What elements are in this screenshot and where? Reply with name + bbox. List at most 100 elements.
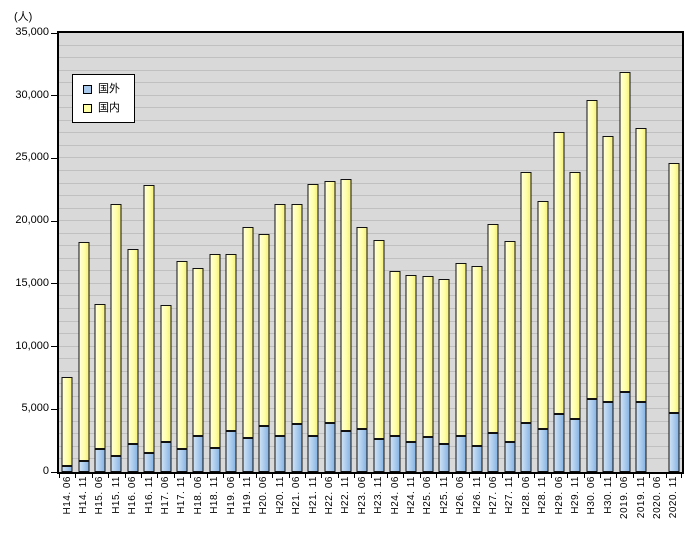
x-axis-tick [190, 474, 192, 478]
x-axis-tick-label: 2019. 06 [618, 476, 632, 534]
bar-segment-overseas [274, 435, 286, 472]
bar-group [502, 33, 518, 472]
bar-segment-overseas [192, 435, 204, 472]
legend: 国外 国内 [72, 74, 135, 123]
x-axis-tick-label: 2020. 06 [650, 476, 664, 534]
x-axis-tick [75, 474, 77, 478]
bar-group [485, 33, 501, 472]
x-axis-tick-label: H30. 11 [601, 476, 615, 534]
gridline [59, 433, 682, 435]
bar-segment-overseas [61, 465, 73, 472]
bar-group [305, 33, 321, 472]
gridline [59, 82, 682, 84]
x-axis-tick [518, 474, 520, 478]
x-axis-tick-label-text: H20. 11 [274, 476, 286, 514]
x-axis-tick [452, 474, 454, 478]
x-axis-tick-label-text: 2019. 11 [635, 476, 647, 519]
bar-segment-domestic [78, 242, 90, 461]
bar-segment-overseas [569, 419, 581, 472]
x-axis-tick-label-text: H25. 11 [438, 476, 450, 514]
bar-segment-domestic [61, 376, 73, 466]
x-axis-tick [239, 474, 241, 478]
x-axis-tick-label: H23. 06 [355, 476, 369, 534]
x-axis-tick-label-text: 2020. 11 [668, 476, 680, 519]
bar-segment-domestic [635, 128, 647, 402]
bar-segment-domestic [504, 241, 516, 442]
bar-segment-overseas [110, 455, 122, 472]
bar-segment-domestic [537, 201, 549, 430]
x-axis-tick-label-text: 2020. 06 [651, 476, 663, 519]
bar-segment-domestic [455, 262, 467, 436]
bar-group [403, 33, 419, 472]
x-axis-tick-label-text: H26. 06 [455, 476, 467, 515]
x-axis-tick-label-text: H30. 06 [586, 476, 598, 515]
bar-segment-domestic [668, 163, 680, 414]
x-axis-tick [288, 474, 290, 478]
bar-group [551, 33, 567, 472]
gridline [59, 358, 682, 360]
legend-item-domestic: 国内 [83, 102, 120, 114]
bar-group [207, 33, 223, 472]
bar-segment-domestic [209, 253, 221, 449]
bar-segment-domestic [307, 183, 319, 436]
bar-segment-overseas [520, 423, 532, 472]
y-axis-tick [51, 32, 57, 34]
bar-group [92, 33, 108, 472]
bar-segment-overseas [668, 413, 680, 472]
bar-group [141, 33, 157, 472]
x-axis-tick [304, 474, 306, 478]
x-axis-tick [600, 474, 602, 478]
bar-group [174, 33, 190, 472]
x-axis-tick-label: H25. 06 [421, 476, 435, 534]
x-axis-tick-label-text: H19. 06 [225, 476, 237, 515]
gridline [59, 220, 682, 222]
bar-segment-domestic [471, 266, 483, 446]
legend-item-overseas: 国外 [83, 83, 120, 95]
bar-segment-domestic [192, 267, 204, 436]
y-axis-tick [51, 346, 57, 348]
gridline [59, 107, 682, 109]
bar-segment-domestic [438, 278, 450, 445]
x-axis-tick-label-text: H27. 06 [487, 476, 499, 515]
y-axis-tick-label: 0 [42, 465, 49, 477]
bar-segment-domestic [569, 172, 581, 420]
x-axis-tick [321, 474, 323, 478]
bar-segment-overseas [471, 445, 483, 472]
bar-group [534, 33, 550, 472]
y-axis-tick [51, 471, 57, 473]
bar-group [567, 33, 583, 472]
gridline [59, 295, 682, 297]
gridline [59, 345, 682, 347]
x-axis-tick [59, 474, 60, 478]
bar-segment-overseas [209, 448, 221, 472]
bar-group [321, 33, 337, 472]
y-axis-tick-label: 10,000 [15, 339, 49, 352]
x-axis-tick-label-text: H27. 11 [504, 476, 516, 514]
x-axis-tick [370, 474, 372, 478]
x-axis-tick-label: H27. 06 [486, 476, 500, 534]
overseas-swatch-icon [83, 84, 92, 94]
x-axis-tick-label-text: H28. 06 [520, 476, 532, 515]
x-axis-tick [616, 474, 618, 478]
bar-segment-domestic [373, 239, 385, 440]
bar-group [452, 33, 468, 472]
bar-segment-domestic [602, 135, 614, 402]
bar-group [338, 33, 354, 472]
legend-label-domestic: 国内 [98, 102, 120, 114]
x-axis-tick-label: 2019. 11 [634, 476, 648, 534]
gridline [59, 119, 682, 121]
bar-group [420, 33, 436, 472]
x-axis-tick-label: H22. 11 [339, 476, 353, 534]
bar-segment-overseas [143, 453, 155, 472]
x-axis-tick-label-text: H18. 11 [209, 476, 221, 514]
x-axis-tick-label: H25. 11 [437, 476, 451, 534]
bar-segment-overseas [619, 391, 631, 472]
gridline [59, 69, 682, 71]
bar-segment-domestic [586, 99, 598, 400]
x-axis-tick [222, 474, 224, 478]
y-axis-tick [51, 283, 57, 285]
x-axis-tick-label-text: H23. 06 [356, 476, 368, 515]
gridline [59, 245, 682, 247]
bar-segment-domestic [258, 233, 270, 426]
bar-segment-domestic [340, 178, 352, 431]
